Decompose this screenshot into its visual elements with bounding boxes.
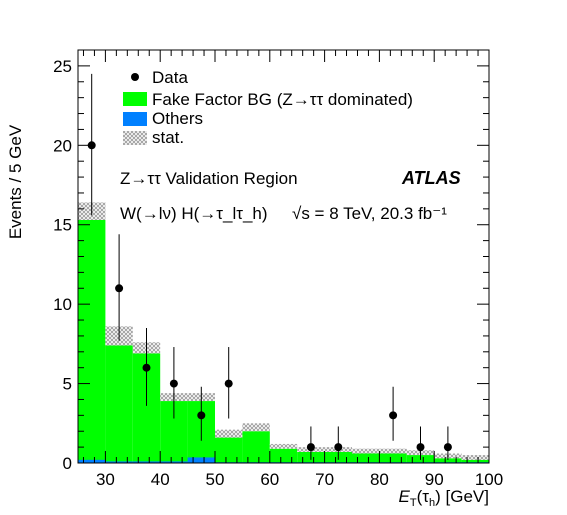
others-bar xyxy=(187,457,215,463)
legend-stat-swatch xyxy=(123,131,147,145)
y-tick-label: 20 xyxy=(53,136,72,155)
legend-stat-label: stat. xyxy=(152,128,184,147)
others-bar xyxy=(160,461,188,463)
x-tick-label: 30 xyxy=(96,470,115,489)
others-bar xyxy=(105,461,133,463)
legend-others-swatch xyxy=(123,112,147,126)
others-bar xyxy=(78,459,106,463)
histogram-layer xyxy=(78,202,489,463)
data-point xyxy=(197,411,206,420)
fake-bar xyxy=(434,458,462,463)
fake-bar xyxy=(379,453,407,463)
fake-bar xyxy=(242,431,270,463)
stat-band xyxy=(461,455,489,460)
region-annotation: Z→ττ Validation Region xyxy=(120,169,298,188)
stat-band xyxy=(242,423,270,432)
fake-bar xyxy=(78,219,106,463)
fake-bar xyxy=(105,345,133,463)
y-axis-title: Events / 5 GeV xyxy=(6,124,25,239)
y-tick-label: 5 xyxy=(63,375,72,394)
data-point xyxy=(169,379,178,388)
data-point xyxy=(443,443,452,452)
atlas-label: ATLAS xyxy=(401,168,461,188)
legend-data-label: Data xyxy=(152,68,188,87)
x-tick-label: 70 xyxy=(315,470,334,489)
legend-fake-swatch xyxy=(123,92,147,106)
legend-data-marker xyxy=(131,73,139,81)
y-tick-label: 25 xyxy=(53,57,72,76)
y-tick-label: 15 xyxy=(53,216,72,235)
data-point xyxy=(389,411,398,420)
fake-bar xyxy=(215,437,243,463)
x-tick-label: 90 xyxy=(425,470,444,489)
stat-band xyxy=(269,443,298,449)
legend-others-label: Others xyxy=(152,109,203,128)
legend: Data Fake Factor BG (Z→ττ dominated) Oth… xyxy=(123,68,413,147)
process-annotation: W(→lν) H(→τ_lτ_h) xyxy=(120,204,268,223)
y-tick-label: 0 xyxy=(63,454,72,473)
fake-bar xyxy=(269,448,298,463)
data-point xyxy=(416,443,425,452)
data-point xyxy=(224,379,233,388)
stat-band xyxy=(379,448,407,454)
x-tick-label: 100 xyxy=(475,470,503,489)
data-layer xyxy=(87,73,452,460)
x-tick-label: 60 xyxy=(260,470,279,489)
stat-band xyxy=(215,429,243,438)
x-tick-label: 40 xyxy=(151,470,170,489)
y-tick-label: 10 xyxy=(53,295,72,314)
x-tick-label: 50 xyxy=(206,470,225,489)
data-point xyxy=(306,443,315,452)
fake-bar xyxy=(461,459,489,463)
fake-bar xyxy=(352,453,380,463)
x-axis-title: ET(τh) [GeV] xyxy=(399,487,489,509)
data-point xyxy=(87,141,96,150)
data-point xyxy=(142,363,151,372)
x-tick-label: 80 xyxy=(370,470,389,489)
data-point xyxy=(115,284,124,293)
data-point xyxy=(334,443,343,452)
legend-fake-label: Fake Factor BG (Z→ττ dominated) xyxy=(152,90,413,109)
stat-band xyxy=(352,448,380,454)
axis-ticks: 30 40 50 60 70 80 90 100 0 5 10 15 20 25 xyxy=(53,49,503,489)
others-bar xyxy=(132,461,161,463)
energy-annotation: √s = 8 TeV, 20.3 fb⁻¹ xyxy=(292,204,447,223)
